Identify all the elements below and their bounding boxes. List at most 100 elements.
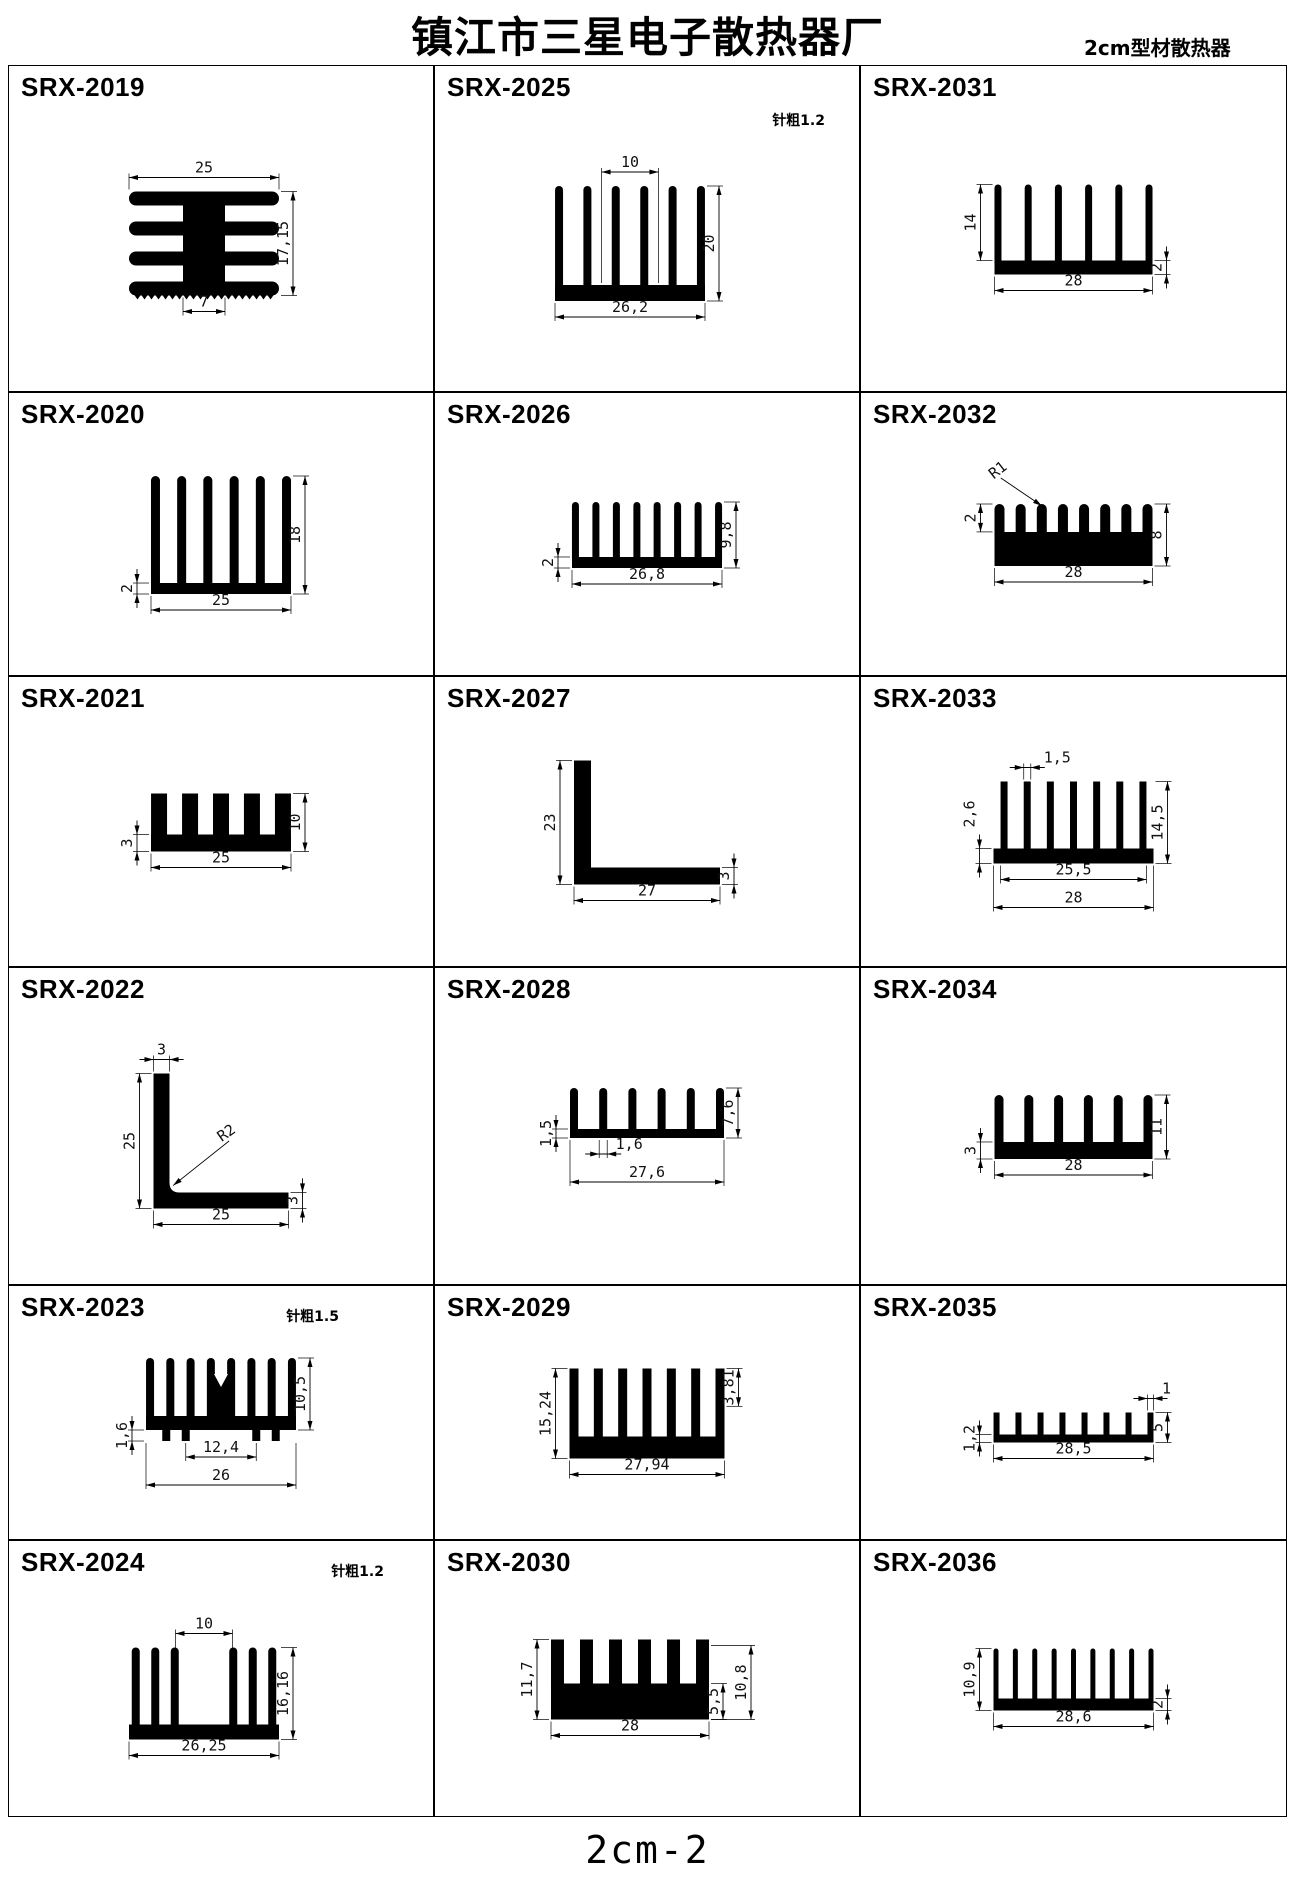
dimension-label: 3 (715, 871, 733, 880)
dimension-label: 10,5 (291, 1376, 309, 1412)
cell-srx-2022: SRX-2022 3 25 25 3 R2 (8, 967, 434, 1285)
profile-drawing: 1,5 2,6 14,5 25,5 28 (961, 749, 1172, 912)
cell-srx-2029: SRX-2029 15,24 3,81 27,94 (434, 1285, 860, 1540)
dimension-label: 28 (1064, 1156, 1082, 1174)
dimension-label: 10,8 (732, 1664, 750, 1700)
model-label: SRX-2033 (873, 683, 997, 713)
dimension-label: 15,24 (537, 1391, 555, 1436)
pin-thickness-note: 针粗1.2 (331, 1564, 384, 1580)
cell-srx-2033: SRX-2033 1,5 2,6 14,5 25,5 28 (860, 676, 1287, 967)
dimension-label: 27 (638, 882, 656, 900)
dimension-label: 23 (541, 813, 559, 831)
model-label: SRX-2034 (873, 974, 997, 1004)
dimension-label: 10 (286, 813, 304, 831)
dimension-label: 1,5 (537, 1120, 555, 1147)
dimension-label: 2 (118, 584, 136, 593)
dimension-label: 7,6 (719, 1099, 737, 1126)
dimension-label: 17,15 (274, 221, 292, 266)
dimension-label: 10,9 (961, 1661, 979, 1697)
cell-srx-2034: SRX-2034 3 11 28 (860, 967, 1287, 1285)
page-footer: 2cm-2 (585, 1828, 710, 1872)
dimension-label: 9,8 (717, 521, 735, 548)
dimension-label: 27,94 (624, 1456, 669, 1474)
profile-drawing: 10 16,16 26,25 (128, 1615, 297, 1760)
model-label: SRX-2032 (873, 399, 997, 429)
heatsink-profile (555, 186, 705, 301)
model-label: SRX-2022 (21, 974, 145, 1004)
cell-srx-2019: SRX-2019 25 17,15 7 (8, 65, 434, 392)
dimension-label: 27,6 (629, 1163, 665, 1181)
cell-srx-2036: SRX-2036 10,9 28,6 2 (860, 1540, 1287, 1817)
model-label: SRX-2024 (21, 1547, 145, 1577)
dimension-label: 2 (1149, 1700, 1167, 1709)
dimension-label: 5 (1149, 1423, 1167, 1432)
pin-thickness-note: 针粗1.2 (772, 113, 825, 129)
dimension-label: 1,5 (1044, 749, 1071, 767)
model-label: SRX-2019 (21, 72, 145, 102)
dimension-label: 3 (962, 1146, 980, 1155)
profile-drawing: 23 27 3 (541, 760, 738, 905)
dimension-label: 18 (286, 526, 304, 544)
dimension-label: 1 (1162, 1380, 1171, 1398)
heatsink-profile (994, 504, 1153, 566)
heatsink-profile (574, 760, 720, 885)
cell-srx-2028: SRX-2028 7,6 1,5 1,6 27,6 (434, 967, 860, 1285)
dimension-label: 28,6 (1055, 1708, 1091, 1726)
dimension-label: 3,81 (720, 1369, 738, 1405)
cell-srx-2035: SRX-2035 1 1,2 5 28,5 (860, 1285, 1287, 1540)
page-subtitle: 2cm型材散热器 (1084, 36, 1231, 60)
cell-srx-2025: SRX-2025 针粗1.2 10 20 26,2 (434, 65, 860, 392)
dimension-label: 20 (700, 234, 718, 252)
profile-drawing: 10,5 1,6 12,4 26 (113, 1357, 314, 1489)
cell-srx-2031: SRX-2031 14 2 28 (860, 65, 1287, 392)
dimension-label: 26 (212, 1466, 230, 1484)
heatsink-profile (146, 1358, 296, 1441)
model-label: SRX-2036 (873, 1547, 997, 1577)
dimension-label: 26,25 (181, 1737, 226, 1755)
dimension-label: 5,5 (704, 1688, 722, 1715)
heatsink-profile (993, 1648, 1154, 1711)
cell-srx-2021: SRX-2021 3 10 25 (8, 676, 434, 967)
dimension-label: 16,16 (274, 1671, 292, 1716)
profile-drawing: 7,6 1,5 1,6 27,6 (537, 1087, 742, 1186)
heatsink-profile (153, 1073, 289, 1209)
heatsink-profile (994, 184, 1153, 275)
page-title: 镇江市三星电子散热器厂 (410, 13, 884, 62)
heatsink-profile (993, 781, 1154, 864)
profile-drawing: 1 1,2 5 28,5 (961, 1380, 1172, 1463)
cell-srx-2024: SRX-2024 针粗1.2 10 16,16 26,25 (8, 1540, 434, 1817)
profile-drawing: 10,9 28,6 2 (961, 1648, 1172, 1731)
cell-srx-2030: SRX-2030 11,7 5,5 10,8 28 (434, 1540, 860, 1817)
dimension-label: 12,4 (203, 1438, 239, 1456)
cell-srx-2027: SRX-2027 23 27 3 (434, 676, 860, 967)
dimension-label: 28 (1064, 889, 1082, 907)
dimension-label: 28 (1064, 563, 1082, 581)
dimension-label: 8 (1148, 530, 1166, 539)
cell-srx-2026: SRX-2026 2 9,8 26,8 (434, 392, 860, 676)
profile-drawing: 10 20 26,2 (554, 153, 723, 321)
dimension-label: 25 (212, 849, 230, 867)
dimension-label: 14,5 (1149, 804, 1167, 840)
heatsink-profile (570, 1088, 724, 1138)
dimension-label: 25 (212, 591, 230, 609)
dimension-label: 26,2 (612, 298, 648, 316)
dimension-label: 2,6 (961, 800, 979, 827)
heatsink-profile (129, 191, 279, 300)
radius-label: R2 (214, 1120, 239, 1145)
dimension-label: 2 (962, 513, 980, 522)
dimension-label: 25 (195, 159, 213, 177)
heatsink-profile (151, 793, 291, 852)
model-label: SRX-2027 (447, 683, 571, 713)
profile-drawing: 3 25 25 3 R2 (121, 1041, 307, 1229)
profile-drawing: 15,24 3,81 27,94 (537, 1368, 743, 1479)
dimension-label: 14 (962, 213, 980, 231)
profile-drawing: 3 11 28 (962, 1094, 1171, 1179)
dimension-label: 1,2 (961, 1425, 979, 1452)
dimension-label: 25,5 (1055, 861, 1091, 879)
dimension-label: 26,8 (629, 565, 665, 583)
heatsink-profile (571, 502, 723, 568)
model-label: SRX-2035 (873, 1292, 997, 1322)
dimension-label: 7 (199, 293, 208, 311)
